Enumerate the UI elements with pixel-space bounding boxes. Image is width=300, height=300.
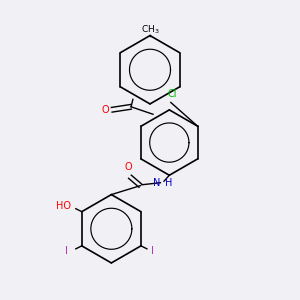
Text: O: O (124, 162, 132, 172)
Text: N: N (153, 178, 160, 188)
Text: O: O (101, 105, 109, 115)
Text: H: H (165, 178, 172, 188)
Text: HO: HO (56, 201, 71, 211)
Text: I: I (65, 246, 68, 256)
Text: Cl: Cl (167, 89, 177, 100)
Text: CH$_3$: CH$_3$ (141, 23, 159, 36)
Text: I: I (152, 246, 154, 256)
